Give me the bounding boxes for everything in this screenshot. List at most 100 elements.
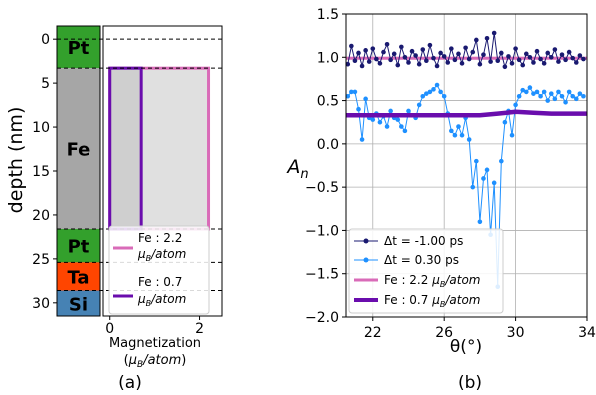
legend-b-label-lightblue: Δt = 0.30 ps xyxy=(384,253,459,267)
series-0-point-61 xyxy=(563,57,568,63)
depth-tick-label-4: 20 xyxy=(32,208,50,224)
series-0-point-13 xyxy=(391,51,397,57)
series-0-point-33 xyxy=(463,45,468,51)
series-1-point-41 xyxy=(491,180,497,186)
series-0-point-52 xyxy=(531,60,536,65)
series-1-point-16 xyxy=(402,128,408,134)
series-1-point-11 xyxy=(384,124,390,129)
series-1-point-12 xyxy=(388,108,393,114)
series-0-point-58 xyxy=(552,47,558,52)
series-0-point-20 xyxy=(416,61,422,67)
layer-ta-3 xyxy=(57,262,100,291)
legend-a-label-2p2-line1: Fe : 2.2 xyxy=(138,231,182,245)
series-1-point-37 xyxy=(477,219,483,225)
series-0-point-30 xyxy=(452,57,458,63)
series-0-point-21 xyxy=(420,47,426,52)
series-0-point-48 xyxy=(516,57,522,63)
layer-label-fe-1: Fe xyxy=(67,140,91,161)
series-0-point-36 xyxy=(474,37,479,43)
mag-tick-label-1: 2 xyxy=(195,321,204,337)
series-0-point-37 xyxy=(477,61,483,67)
series-0-point-19 xyxy=(413,53,418,58)
series-1-point-2 xyxy=(352,89,358,95)
series-0-point-3 xyxy=(356,50,361,56)
series-0-point-16 xyxy=(402,54,408,60)
series-0-point-4 xyxy=(359,63,365,69)
series-0-point-14 xyxy=(395,62,401,68)
legend-b-frame xyxy=(348,228,504,314)
series-1-point-30 xyxy=(452,132,458,138)
y-tick-label-b-5: −1.0 xyxy=(305,223,339,239)
series-0-point-66 xyxy=(581,56,586,62)
series-1-point-48 xyxy=(516,93,522,99)
series-0-point-10 xyxy=(381,49,386,55)
series-0-point-56 xyxy=(545,50,551,56)
series-1-point-3 xyxy=(356,106,361,112)
legend-a-label-2p2-line2: μB/atom xyxy=(137,247,186,263)
series-0-point-26 xyxy=(438,50,443,56)
x-tick-label-b-2: 30 xyxy=(507,325,525,341)
series-1-point-44 xyxy=(502,119,508,125)
series-1-point-58 xyxy=(552,96,558,102)
series-0-point-34 xyxy=(466,56,472,62)
series-1-point-32 xyxy=(459,132,465,138)
depth-tick-label-5: 25 xyxy=(32,252,50,268)
depth-tick-label-3: 15 xyxy=(32,164,50,180)
series-1-point-15 xyxy=(399,124,404,129)
series-1-point-4 xyxy=(359,137,365,142)
legend-a: Fe : 2.2 μB/atom Fe : 0.7 μB/atom xyxy=(108,225,210,315)
series-1-point-63 xyxy=(570,93,576,99)
series-0-point-39 xyxy=(484,35,490,41)
series-1-point-61 xyxy=(563,100,568,105)
layer-pt-0 xyxy=(57,26,100,69)
depth-axis-title: depth (nm) xyxy=(5,107,27,214)
x-tick-label-b-1: 26 xyxy=(435,325,453,341)
series-1-point-65 xyxy=(577,91,583,96)
depth-tick-label-2: 10 xyxy=(32,120,50,136)
series-line-3 xyxy=(346,109,587,118)
series-1-point-38 xyxy=(481,176,486,181)
x-tick-label-b-3: 34 xyxy=(578,325,596,341)
panel-b-label: (b) xyxy=(458,373,482,393)
series-1-point-35 xyxy=(470,184,476,190)
y-axis-title-b: An xyxy=(285,156,308,182)
y-tick-label-b-2: 0.5 xyxy=(317,94,339,110)
layer-label-ta-3: Ta xyxy=(67,267,89,288)
depth-tick-label-1: 5 xyxy=(41,76,50,92)
series-1-point-5 xyxy=(363,96,368,102)
series-1-point-22 xyxy=(424,91,429,96)
series-0-point-49 xyxy=(520,62,526,68)
series-0-point-7 xyxy=(370,46,376,51)
series-1-point-14 xyxy=(395,117,401,122)
x-tick-label-b-0: 22 xyxy=(364,325,382,341)
series-1-point-46 xyxy=(509,132,515,138)
series-0-point-35 xyxy=(470,49,476,55)
series-1-point-57 xyxy=(548,91,554,96)
series-1-point-50 xyxy=(524,89,529,95)
series-1-point-21 xyxy=(420,93,426,99)
series-0-point-32 xyxy=(459,61,465,66)
x-axis-title-b: θ(°) xyxy=(450,337,482,357)
series-1-point-20 xyxy=(416,102,422,108)
legend-b-label-pink: Fe : 2.2 μB/atom xyxy=(384,273,480,289)
panel-a-label: (a) xyxy=(118,373,142,393)
series-0-point-11 xyxy=(384,42,390,47)
depth-tick-label-6: 30 xyxy=(32,296,50,312)
series-1-point-60 xyxy=(559,93,565,99)
magnetization-axis-title-line2: (μB/atom) xyxy=(124,353,187,370)
mag-tick-label-0: 0 xyxy=(105,321,114,337)
magnetization-axis-title-line1: Magnetization xyxy=(109,336,201,351)
series-1-point-43 xyxy=(499,158,504,164)
depth-axis: 0 5 10 15 20 25 30 xyxy=(32,32,57,312)
layer-fe-1 xyxy=(57,68,100,229)
legend-a-label-0p7-line1: Fe : 0.7 xyxy=(138,275,182,289)
series-1-point-34 xyxy=(466,137,472,142)
y-tick-label-b-6: −1.5 xyxy=(305,267,339,283)
series-1-point-31 xyxy=(456,124,461,129)
series-1-point-9 xyxy=(377,119,383,125)
y-tick-label-b-7: −2.0 xyxy=(305,310,339,326)
axes-b: 22 26 30 34 1.5 1.0 0.5 0.0 −0.5 −1.0 −1.5 −2.0 xyxy=(305,7,596,341)
magnetization-bar-0p7 xyxy=(108,66,143,231)
series-0-point-2 xyxy=(352,58,358,64)
